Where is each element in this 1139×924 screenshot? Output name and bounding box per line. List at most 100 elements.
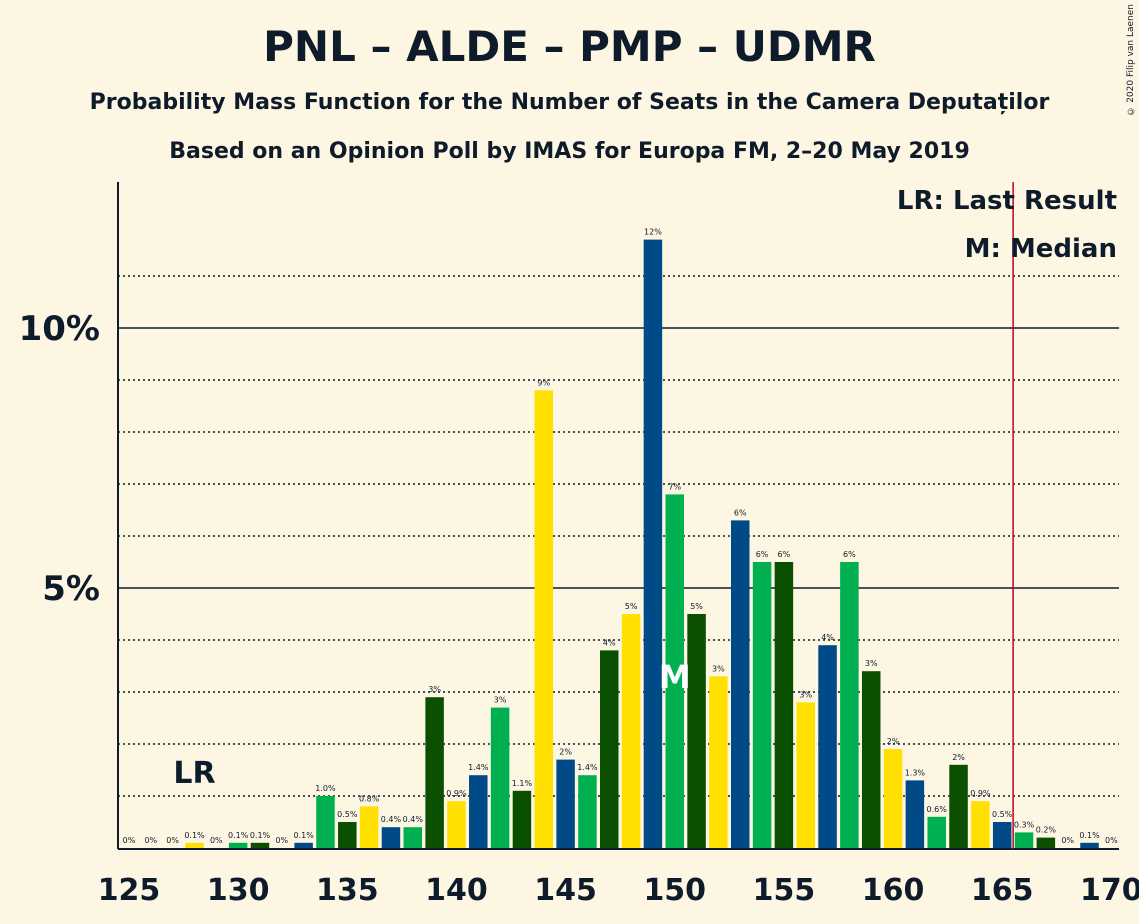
bar-seats-160 <box>883 749 903 848</box>
bar-value-label: 0% <box>1105 836 1118 845</box>
bar-value-label: 0.6% <box>927 805 948 814</box>
bar-value-label: 1.4% <box>468 763 489 772</box>
bar-seats-138 <box>403 827 423 848</box>
bar-value-label: 0.1% <box>184 831 205 840</box>
bar-value-label: 0.9% <box>446 789 467 798</box>
bar-value-label: 1.0% <box>315 784 336 793</box>
bar-value-label: 3% <box>428 685 441 694</box>
bar-seats-151 <box>687 614 706 848</box>
bar-value-label: 1.4% <box>577 763 598 772</box>
bar-seats-164 <box>971 801 990 848</box>
bar-seats-162 <box>927 816 946 848</box>
bar-value-label: 3% <box>494 696 507 705</box>
bar-value-label: 5% <box>690 602 703 611</box>
bar-seats-128 <box>185 842 204 848</box>
bar-value-label: 0.1% <box>228 831 249 840</box>
bar-value-label: 0% <box>166 836 179 845</box>
x-tick-label: 160 <box>862 873 925 908</box>
bar-seats-161 <box>905 780 925 848</box>
bar-seats-134 <box>316 796 335 848</box>
bar-value-label: 9% <box>537 378 550 387</box>
bar-value-label: 0% <box>275 836 288 845</box>
bar-seats-140 <box>447 801 466 848</box>
bar-value-label: 1.1% <box>512 779 533 788</box>
bar-seats-163 <box>949 764 968 848</box>
x-tick-label: 145 <box>534 873 597 908</box>
bar-value-label: 0.1% <box>293 831 314 840</box>
chart-source: Based on an Opinion Poll by IMAS for Eur… <box>169 139 970 164</box>
bar-seats-150 <box>665 494 684 848</box>
bar-value-label: 6% <box>734 508 747 517</box>
bar-value-label: 0.2% <box>1036 826 1057 835</box>
bar-seats-149 <box>643 239 663 849</box>
bar-value-label: 3% <box>865 659 878 668</box>
x-tick-label: 165 <box>971 873 1034 908</box>
bar-value-label: 6% <box>778 550 791 559</box>
bar-seats-147 <box>600 650 619 848</box>
bar-value-label: 0% <box>1061 836 1074 845</box>
x-tick-label: 125 <box>98 873 161 908</box>
bar-value-label: 3% <box>799 690 812 699</box>
bar-seats-145 <box>556 759 575 848</box>
last-result-marker: LR <box>173 756 215 791</box>
bar-seats-158 <box>840 562 859 848</box>
legend-last-result: LR: Last Result <box>897 186 1117 216</box>
bar-value-label: 4% <box>603 638 616 647</box>
bar-value-label: 4% <box>821 633 834 642</box>
median-marker: M <box>659 658 691 696</box>
bar-seats-142 <box>490 707 510 848</box>
bar-seats-167 <box>1036 837 1056 848</box>
bar-value-label: 5% <box>625 602 638 611</box>
bar-seats-137 <box>381 827 401 848</box>
legend-median: M: Median <box>965 234 1117 264</box>
chart-subtitle: Probability Mass Function for the Number… <box>89 90 1050 115</box>
bar-value-label: 0.4% <box>381 815 402 824</box>
bar-seats-156 <box>796 702 815 848</box>
bar-value-label: 1.3% <box>905 768 926 777</box>
bar-value-label: 7% <box>668 482 681 491</box>
bar-seats-169 <box>1080 842 1099 848</box>
bar-value-label: 0% <box>210 836 223 845</box>
bar-seats-135 <box>338 822 357 848</box>
bar-value-label: 0.1% <box>1079 831 1100 840</box>
bar-value-label: 2% <box>559 748 572 757</box>
bar-seats-144 <box>534 390 554 848</box>
bar-seats-133 <box>294 842 313 848</box>
bar-value-label: 0.8% <box>359 794 380 803</box>
bar-seats-146 <box>578 775 597 848</box>
bar-seats-166 <box>1014 832 1034 848</box>
bar-value-label: 0.4% <box>403 815 424 824</box>
x-tick-label: 140 <box>425 873 488 908</box>
bar-seats-148 <box>621 614 641 848</box>
bar-seats-143 <box>512 790 532 848</box>
x-tick-label: 155 <box>753 873 816 908</box>
y-tick-label: 10% <box>19 309 100 349</box>
chart-title: PNL – ALDE – PMP – UDMR <box>263 22 876 71</box>
bar-value-label: 0.3% <box>1014 820 1035 829</box>
x-tick-label: 150 <box>643 873 706 908</box>
bar-seats-153 <box>730 520 750 848</box>
bar-value-label: 6% <box>756 550 769 559</box>
x-tick-label: 170 <box>1080 873 1139 908</box>
bar-value-label: 6% <box>843 550 856 559</box>
bar-seats-130 <box>228 842 248 848</box>
bar-seats-136 <box>359 806 379 848</box>
bar-seats-165 <box>992 822 1012 848</box>
bar-value-label: 2% <box>952 753 965 762</box>
bar-seats-159 <box>861 671 881 848</box>
bar-value-label: 0% <box>144 836 157 845</box>
bar-value-label: 12% <box>644 228 662 237</box>
bar-value-label: 0% <box>123 836 136 845</box>
bar-value-label: 0.9% <box>970 789 991 798</box>
bar-seats-154 <box>752 562 772 848</box>
bar-value-label: 0.5% <box>337 810 358 819</box>
x-tick-label: 130 <box>207 873 270 908</box>
x-tick-label: 135 <box>316 873 379 908</box>
bar-seats-131 <box>250 842 270 848</box>
bar-seats-141 <box>469 775 488 848</box>
y-tick-label: 5% <box>42 569 100 609</box>
bar-value-label: 3% <box>712 664 725 673</box>
bar-value-label: 0.5% <box>992 810 1013 819</box>
bar-value-label: 2% <box>887 737 900 746</box>
